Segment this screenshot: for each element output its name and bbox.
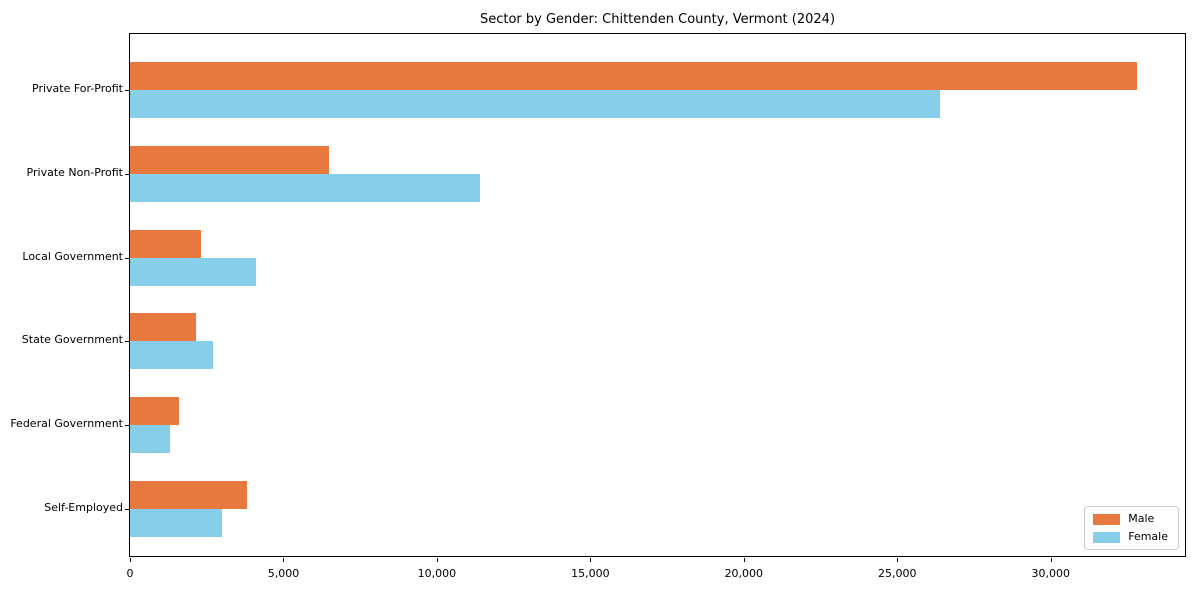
bar-male-0 [130, 62, 1137, 90]
y-tick-2 [125, 257, 129, 259]
y-tick-1 [125, 173, 129, 175]
x-tick-4 [743, 558, 745, 562]
bar-female-5 [130, 509, 223, 537]
y-tick-label-3: State Government [21, 333, 123, 347]
x-tick-2 [436, 558, 438, 562]
x-tick-label-3: 15,000 [571, 567, 610, 580]
x-tick-3 [590, 558, 592, 562]
x-tick-label-0: 0 [126, 567, 134, 580]
bar-female-2 [130, 257, 256, 286]
x-tick-1 [283, 558, 285, 562]
y-tick-5 [125, 509, 129, 510]
plot-area: 0 5,000 10,000 15,000 20,000 25,000 30,000 Mal… [125, 33, 1186, 580]
legend-label-female: Female [1128, 530, 1168, 543]
legend-swatch-male [1093, 513, 1121, 525]
bar-male-1 [130, 145, 330, 174]
x-tick-label-1: 5,000 [267, 567, 300, 580]
legend-swatch-female [1093, 531, 1121, 543]
y-tick-3 [125, 341, 129, 343]
x-tick-label-6: 30,000 [1031, 567, 1070, 580]
y-tick-label-2: Local Government [22, 249, 123, 263]
legend-entry-female: Female [1093, 531, 1168, 543]
y-tick-label-0: Private For-Profit [32, 82, 123, 95]
bar-female-1 [130, 173, 480, 202]
x-tick-label-2: 10,000 [417, 567, 457, 580]
x-tick-label-4: 20,000 [724, 567, 764, 580]
legend: Male Female [1084, 506, 1179, 550]
bar-female-4 [130, 425, 170, 454]
x-tick-0 [130, 558, 131, 562]
x-tick-5 [897, 558, 899, 562]
legend-label-male: Male [1128, 512, 1155, 525]
bar-female-3 [130, 341, 213, 370]
bar-female-0 [130, 90, 941, 118]
y-tick-label-5: Self-Employed [44, 501, 123, 514]
y-tick-label-1: Private Non-Profit [26, 165, 123, 179]
y-tick-4 [125, 425, 129, 427]
y-tick-label-4: Federal Government [10, 417, 123, 431]
x-tick-label-5: 25,000 [878, 567, 917, 580]
bar-male-5 [130, 481, 247, 509]
bar-male-4 [130, 397, 180, 426]
y-tick-0 [125, 90, 129, 91]
chart-title: Sector by Gender: Chittenden County, Ver… [479, 12, 836, 27]
bar-male-3 [130, 313, 196, 342]
legend-entry-male: Male [1093, 513, 1168, 525]
x-tick-6 [1050, 558, 1052, 562]
bar-male-2 [130, 229, 201, 258]
